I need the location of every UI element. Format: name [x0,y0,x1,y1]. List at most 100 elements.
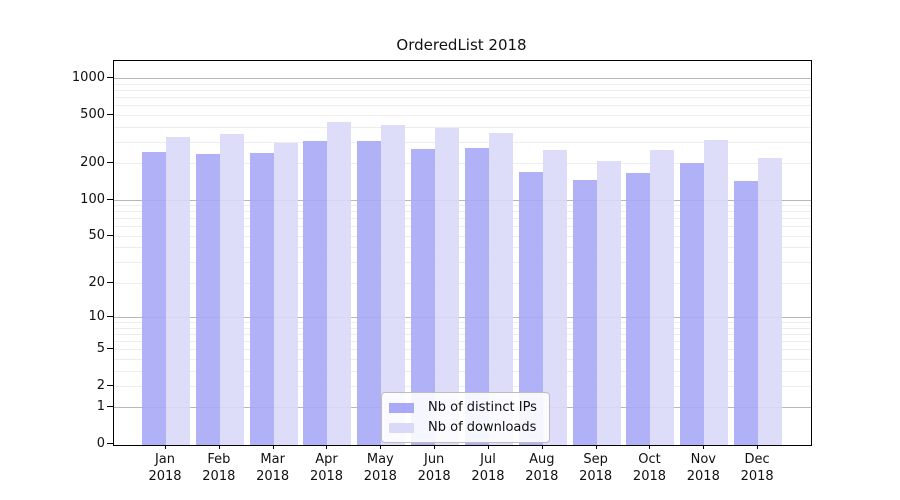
bar-apr-2018-distinct-ips [303,141,328,445]
y-tickmark [107,348,113,350]
y-tick-label: 1000 [71,70,105,86]
y-tick-label: 1 [96,399,105,415]
minor-gridline [114,349,811,351]
y-tick-label: 5 [96,341,105,357]
y-tickmark [107,406,113,408]
x-tick-label-aug: Aug 2018 [525,452,559,484]
x-tickmark [380,445,382,449]
y-tick-label: 200 [80,155,105,171]
minor-gridline [114,358,811,360]
bar-may-2018-distinct-ips [357,141,382,445]
x-tick-label-dec: Dec 2018 [740,452,774,484]
minor-gridline [114,90,811,92]
x-tick-label-jul: Jul 2018 [471,452,505,484]
y-tickmark [107,281,113,283]
legend-swatch-downloads [389,422,414,433]
minor-gridline [114,327,811,329]
minor-gridline [114,385,811,387]
minor-gridline [114,340,811,342]
minor-gridline [114,235,811,237]
x-tick-label-nov: Nov 2018 [686,452,720,484]
x-tickmark [541,445,543,449]
y-tickmark [107,443,113,444]
x-tick-label-sep: Sep 2018 [579,452,613,484]
x-tick-label-jun: Jun 2018 [417,452,451,484]
x-tickmark [272,445,274,449]
x-tickmark [757,445,759,449]
bar-sep-2018-distinct-ips [572,180,597,445]
bar-nov-2018-distinct-ips [680,163,705,445]
y-tick-label: 20 [88,274,105,290]
minor-gridline [114,333,811,335]
bar-feb-2018-downloads [219,133,244,445]
bar-nov-2018-downloads [704,139,729,445]
y-tickmark [107,198,113,200]
bar-jan-2018-downloads [166,136,190,445]
x-tickmark [595,445,597,449]
minor-gridline [114,226,811,228]
major-gridline [114,199,811,201]
bar-sep-2018-downloads [596,160,621,445]
y-tick-label: 10 [88,309,105,325]
bar-mar-2018-downloads [273,143,298,445]
x-tickmark [165,445,166,449]
bar-mar-2018-distinct-ips [249,152,274,445]
minor-gridline [114,211,811,213]
major-gridline [114,78,811,80]
y-tickmark [107,162,113,164]
minor-gridline [114,205,811,207]
x-axis: Jan 2018 Feb 2018 Mar 2018 Apr 2018 May 2018 Jun 20… [113,445,810,495]
x-tickmark [326,445,328,449]
minor-gridline [114,370,811,372]
minor-gridline [114,262,811,264]
x-tickmark [649,445,651,449]
bar-apr-2018-downloads [327,121,352,445]
minor-gridline [114,141,811,143]
x-tickmark [434,445,436,449]
y-tickmark [107,316,113,318]
legend-swatch-distinct-ips [389,402,414,413]
minor-gridline [114,163,811,165]
bar-jan-2018-distinct-ips [142,151,166,445]
legend: Nb of distinct IPs Nb of downloads [381,392,550,443]
y-tick-label: 0 [96,436,105,451]
bar-dec-2018-distinct-ips [734,181,759,445]
x-tickmark [218,445,220,449]
y-axis-tickmarks [107,60,113,444]
legend-item-downloads: Nb of downloads [389,420,537,435]
major-gridline [114,317,811,319]
x-tick-label-oct: Oct 2018 [632,452,667,484]
x-tick-label-feb: Feb 2018 [202,452,236,484]
x-tick-label-mar: Mar 2018 [256,452,290,484]
minor-gridline [114,322,811,324]
bar-oct-2018-distinct-ips [626,172,651,445]
minor-gridline [114,126,811,128]
y-tickmark [107,77,113,79]
legend-item-distinct-ips: Nb of distinct IPs [389,400,537,415]
x-tick-label-apr: Apr 2018 [309,452,344,484]
x-tickmark [487,445,489,449]
minor-gridline [114,114,811,116]
plot-area: Nb of distinct IPs Nb of downloads [113,60,812,446]
x-tick-label-jan: Jan 2018 [148,452,182,484]
bar-may-2018-downloads [381,124,406,445]
minor-gridline [114,218,811,220]
x-tick-label-may: May 2018 [363,452,397,484]
minor-gridline [114,247,811,249]
minor-gridline [114,105,811,107]
y-tick-label: 50 [88,227,105,243]
chart-title: OrderedList 2018 [396,36,527,54]
legend-label-downloads: Nb of downloads [428,420,537,435]
y-tick-label: 500 [80,106,105,122]
y-tick-label: 2 [96,377,105,393]
gridlines-layer [114,61,811,445]
bar-oct-2018-downloads [650,150,675,445]
y-axis: 0 1 2 5 10 20 50 100 200 500 1000 [0,60,105,451]
bar-feb-2018-distinct-ips [195,154,220,445]
bar-dec-2018-downloads [758,157,783,445]
bars-layer [114,61,811,445]
minor-gridline [114,282,811,284]
minor-gridline [114,97,811,99]
y-tickmark [107,113,113,115]
